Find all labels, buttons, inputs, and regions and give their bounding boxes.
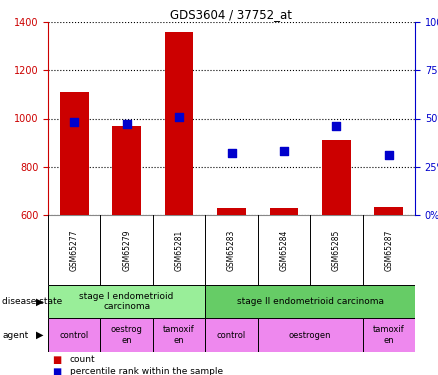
Bar bbox=[165, 32, 194, 215]
Point bbox=[280, 148, 287, 154]
Bar bbox=[269, 208, 298, 215]
Bar bbox=[100, 318, 153, 352]
Text: tamoxif
en: tamoxif en bbox=[373, 325, 405, 345]
Bar bbox=[363, 318, 415, 352]
Point bbox=[385, 152, 392, 158]
Text: GSM65277: GSM65277 bbox=[70, 229, 79, 271]
Bar bbox=[205, 285, 415, 318]
Text: GSM65285: GSM65285 bbox=[332, 229, 341, 271]
Text: ■: ■ bbox=[53, 355, 62, 365]
Bar bbox=[205, 318, 258, 352]
Text: agent: agent bbox=[2, 330, 28, 339]
Point bbox=[71, 119, 78, 125]
Bar bbox=[48, 285, 205, 318]
Point bbox=[228, 150, 235, 156]
Bar bbox=[258, 318, 363, 352]
Point bbox=[176, 114, 183, 120]
Bar bbox=[374, 207, 403, 215]
Point bbox=[123, 121, 130, 127]
Bar bbox=[60, 92, 88, 215]
Text: oestrogen: oestrogen bbox=[289, 330, 332, 339]
Text: GSM65287: GSM65287 bbox=[384, 229, 393, 271]
Bar bbox=[217, 208, 246, 215]
Text: stage II endometrioid carcinoma: stage II endometrioid carcinoma bbox=[237, 297, 384, 306]
Text: ▶: ▶ bbox=[35, 330, 43, 340]
Text: tamoxif
en: tamoxif en bbox=[163, 325, 195, 345]
Text: oestrog
en: oestrog en bbox=[111, 325, 143, 345]
Text: stage I endometrioid
carcinoma: stage I endometrioid carcinoma bbox=[79, 292, 174, 311]
Text: GSM65279: GSM65279 bbox=[122, 229, 131, 271]
Text: disease state: disease state bbox=[2, 297, 63, 306]
Bar bbox=[322, 140, 351, 215]
Bar bbox=[48, 318, 100, 352]
Text: control: control bbox=[60, 330, 89, 339]
Text: GSM65281: GSM65281 bbox=[175, 230, 184, 271]
Text: GSM65284: GSM65284 bbox=[279, 229, 289, 271]
Point bbox=[333, 123, 340, 129]
Text: GSM65283: GSM65283 bbox=[227, 229, 236, 271]
Text: ▶: ▶ bbox=[35, 297, 43, 306]
Text: ■: ■ bbox=[53, 367, 62, 375]
Text: count: count bbox=[70, 356, 95, 364]
Title: GDS3604 / 37752_at: GDS3604 / 37752_at bbox=[170, 8, 293, 21]
Bar bbox=[112, 126, 141, 215]
Bar bbox=[153, 318, 205, 352]
Text: control: control bbox=[217, 330, 246, 339]
Text: percentile rank within the sample: percentile rank within the sample bbox=[70, 368, 223, 375]
